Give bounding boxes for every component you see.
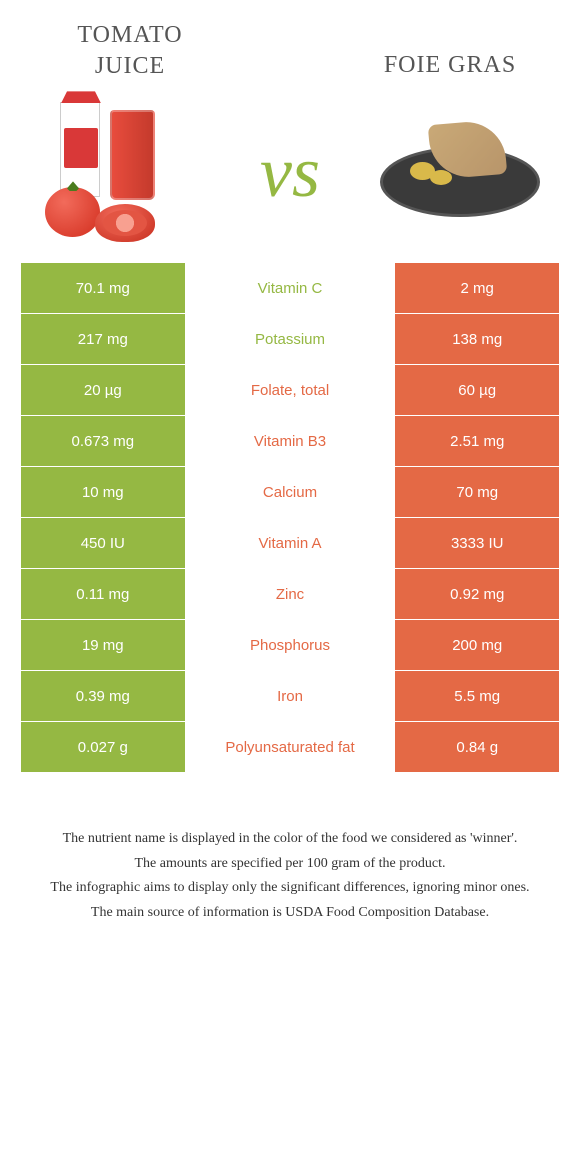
- table-row: 0.39 mgIron5.5 mg: [21, 671, 559, 721]
- left-value: 10 mg: [21, 467, 185, 517]
- footnote-line: The amounts are specified per 100 gram o…: [35, 853, 545, 875]
- header: Tomato juice Foie gras: [0, 0, 580, 92]
- left-value: 217 mg: [21, 314, 185, 364]
- table-row: 10 mgCalcium70 mg: [21, 467, 559, 517]
- nutrient-label: Calcium: [186, 467, 395, 517]
- table-row: 450 IUVitamin A3333 IU: [21, 518, 559, 568]
- comparison-table: 70.1 mgVitamin C2 mg217 mgPotassium138 m…: [20, 262, 560, 773]
- right-value: 3333 IU: [395, 518, 559, 568]
- footnote-line: The infographic aims to display only the…: [35, 877, 545, 899]
- nutrient-label: Zinc: [186, 569, 395, 619]
- left-value: 19 mg: [21, 620, 185, 670]
- nutrient-label: Vitamin B3: [186, 416, 395, 466]
- nutrient-label: Potassium: [186, 314, 395, 364]
- footnotes: The nutrient name is displayed in the co…: [0, 773, 580, 946]
- right-value: 60 µg: [395, 365, 559, 415]
- left-value: 0.027 g: [21, 722, 185, 772]
- table-row: 0.11 mgZinc0.92 mg: [21, 569, 559, 619]
- right-value: 200 mg: [395, 620, 559, 670]
- food-left-title-line2: juice: [95, 53, 165, 79]
- nutrient-label: Iron: [186, 671, 395, 721]
- nutrient-label: Vitamin C: [186, 263, 395, 313]
- table-row: 0.027 gPolyunsaturated fat0.84 g: [21, 722, 559, 772]
- right-value: 70 mg: [395, 467, 559, 517]
- footnote-line: The nutrient name is displayed in the co…: [35, 828, 545, 850]
- left-value: 0.11 mg: [21, 569, 185, 619]
- infographic-container: Tomato juice Foie gras vs 70.1 mgVitamin…: [0, 0, 580, 946]
- right-value: 5.5 mg: [395, 671, 559, 721]
- left-value: 0.673 mg: [21, 416, 185, 466]
- tomato-juice-icon: [40, 102, 200, 242]
- food-left-image: [30, 102, 210, 242]
- left-value: 0.39 mg: [21, 671, 185, 721]
- table-row: 20 µgFolate, total60 µg: [21, 365, 559, 415]
- left-value: 450 IU: [21, 518, 185, 568]
- right-value: 138 mg: [395, 314, 559, 364]
- left-value: 70.1 mg: [21, 263, 185, 313]
- footnote-line: The main source of information is USDA F…: [35, 902, 545, 924]
- nutrient-label: Phosphorus: [186, 620, 395, 670]
- table-row: 19 mgPhosphorus200 mg: [21, 620, 559, 670]
- food-left-title-line1: Tomato: [77, 22, 182, 48]
- right-value: 0.84 g: [395, 722, 559, 772]
- nutrient-label: Folate, total: [186, 365, 395, 415]
- table-row: 217 mgPotassium138 mg: [21, 314, 559, 364]
- right-value: 2 mg: [395, 263, 559, 313]
- images-row: vs: [0, 92, 580, 262]
- nutrient-label: Polyunsaturated fat: [186, 722, 395, 772]
- foie-gras-icon: [375, 112, 545, 232]
- food-right-image: [370, 102, 550, 242]
- food-right-title: Foie gras: [350, 20, 550, 81]
- right-value: 0.92 mg: [395, 569, 559, 619]
- food-left-title: Tomato juice: [30, 20, 230, 82]
- vs-label: vs: [260, 131, 320, 214]
- right-value: 2.51 mg: [395, 416, 559, 466]
- left-value: 20 µg: [21, 365, 185, 415]
- table-row: 70.1 mgVitamin C2 mg: [21, 263, 559, 313]
- nutrient-label: Vitamin A: [186, 518, 395, 568]
- table-row: 0.673 mgVitamin B32.51 mg: [21, 416, 559, 466]
